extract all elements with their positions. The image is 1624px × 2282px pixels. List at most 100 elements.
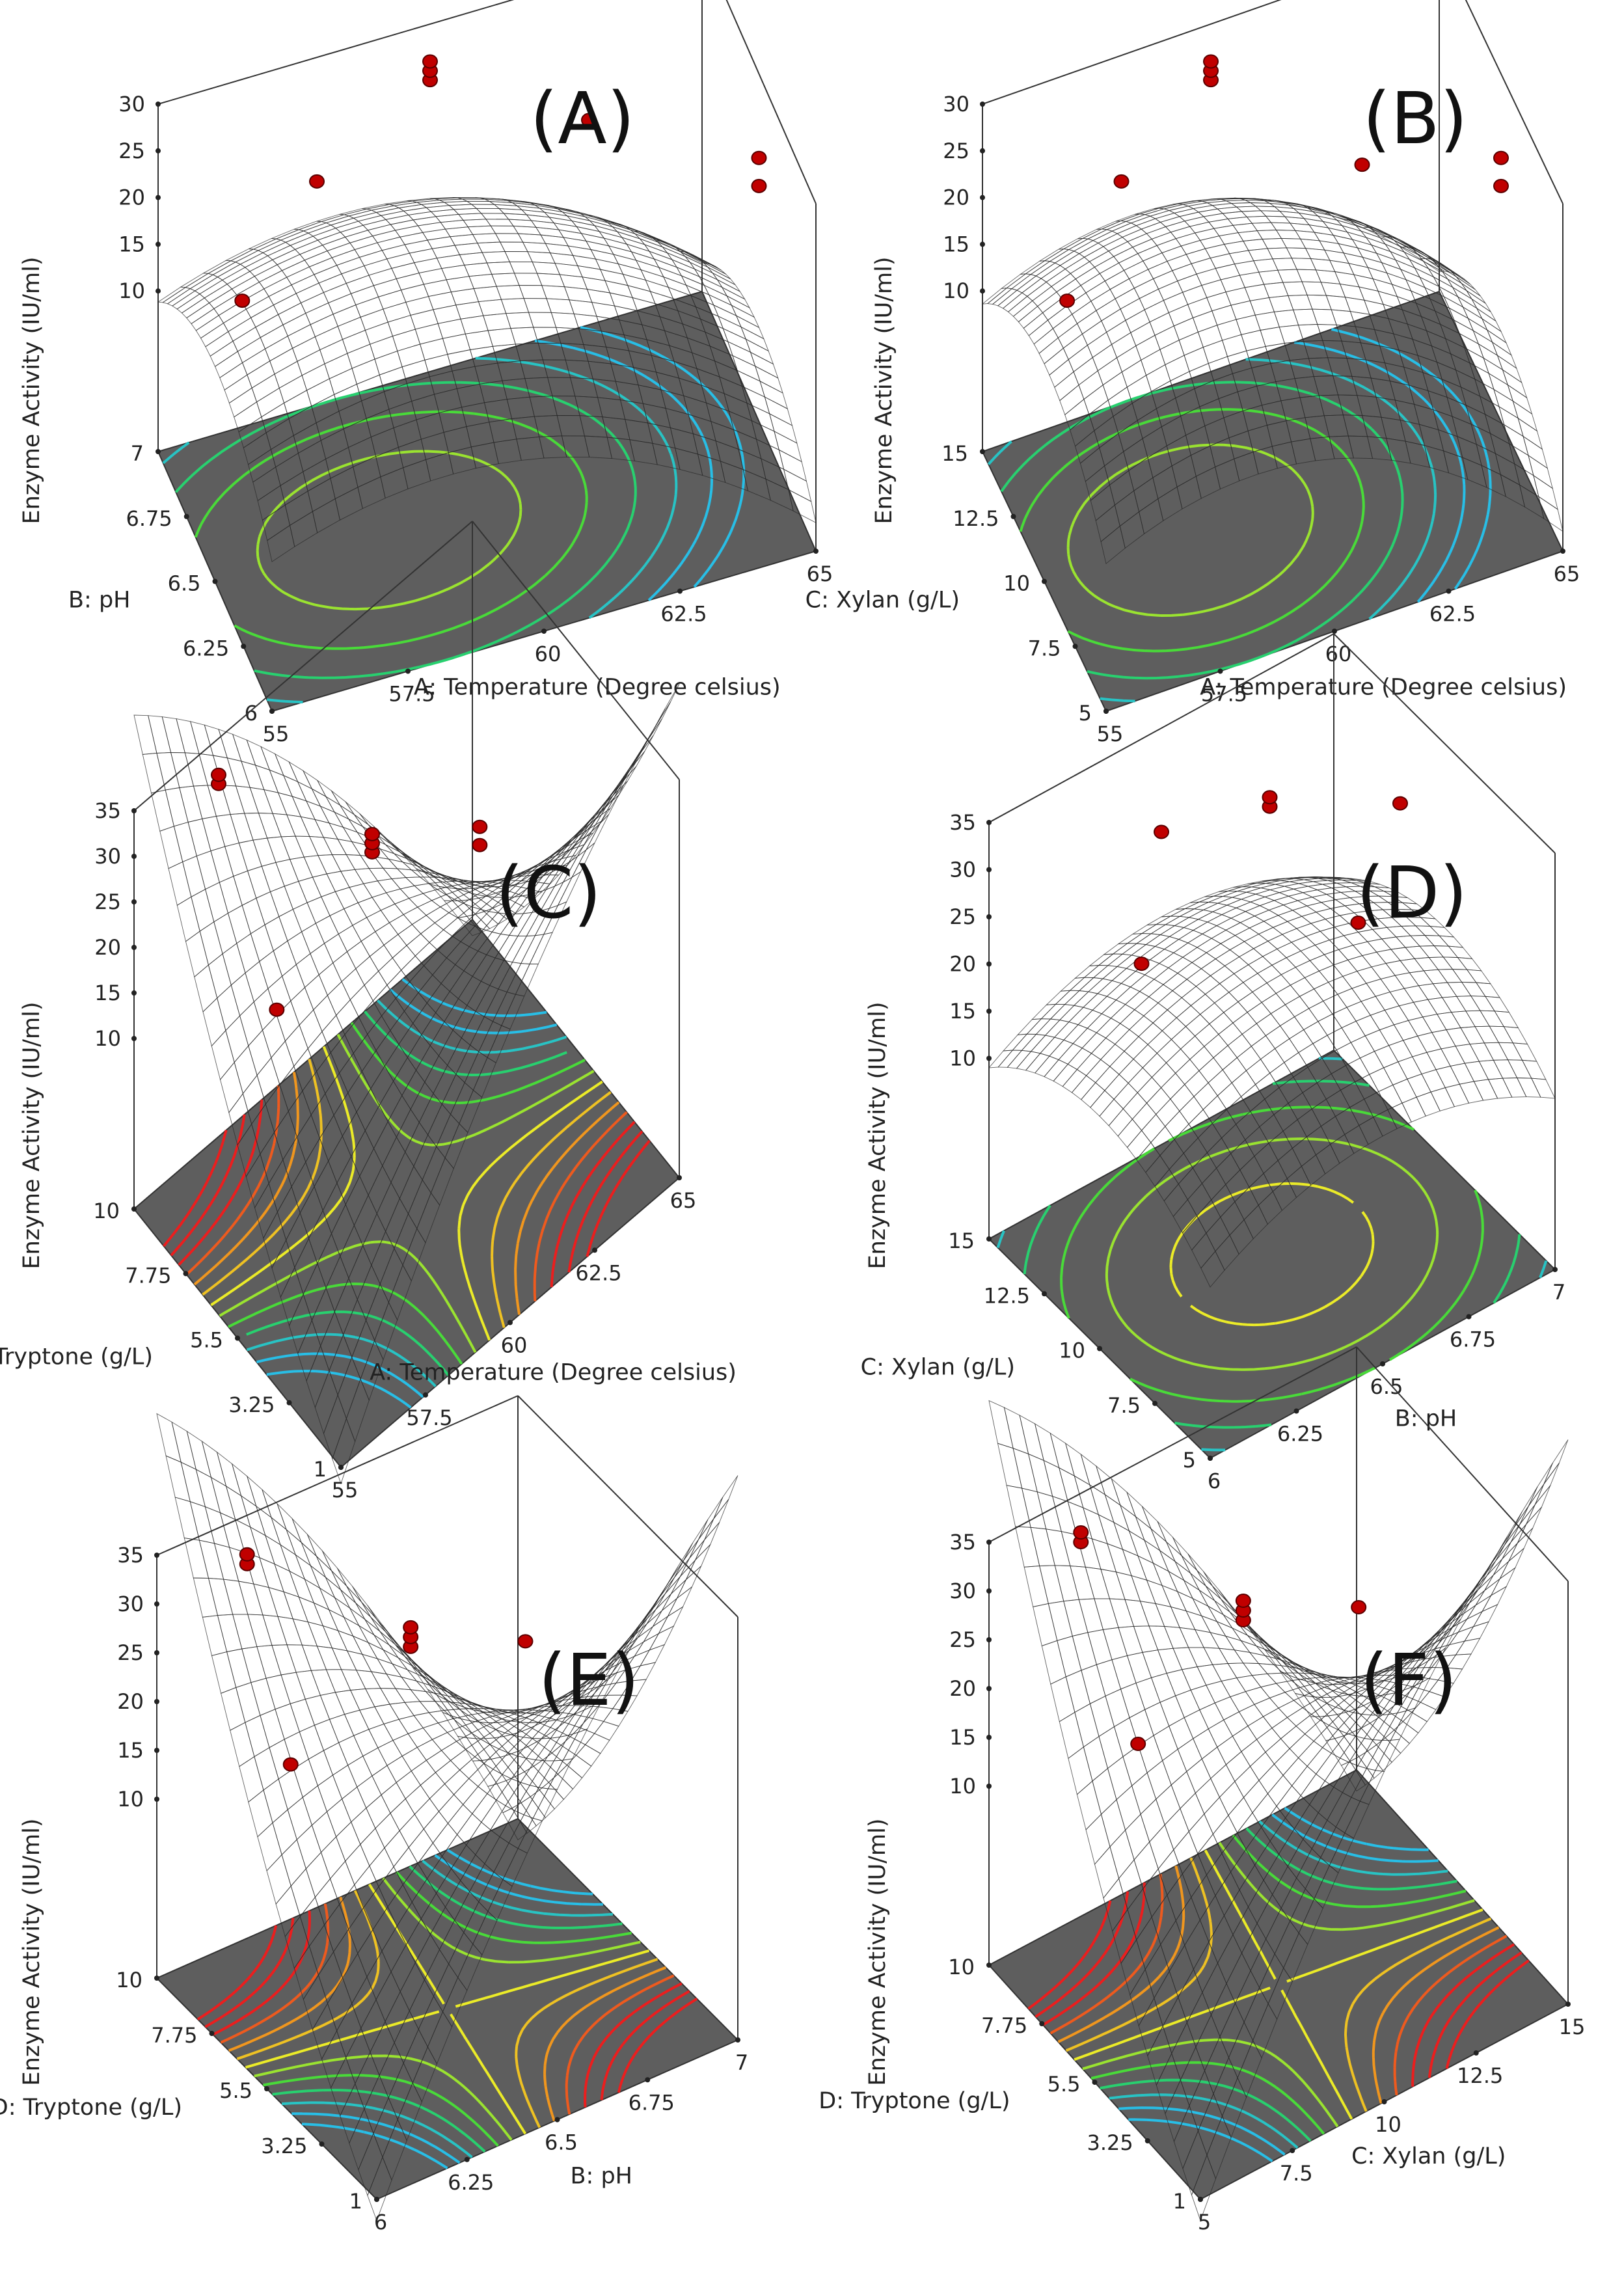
- surface-patch: [251, 374, 280, 403]
- surface-patch: [280, 1543, 306, 1580]
- surface-patch: [1187, 297, 1213, 318]
- contour-line: [1027, 1900, 1530, 2069]
- panel-label: (C): [496, 851, 602, 934]
- surface-patch: [1462, 306, 1488, 331]
- surface-patch: [399, 1813, 424, 1849]
- x-tick-mark: [1560, 549, 1565, 554]
- contour-line: [301, 1849, 593, 2169]
- surface-patch: [536, 273, 565, 288]
- surface-patch: [218, 729, 242, 762]
- contour-line: [212, 1910, 683, 2108]
- surface-patch: [305, 1851, 331, 1898]
- x-tick-mark: [1332, 629, 1337, 634]
- surface-patch: [1261, 993, 1286, 1014]
- surface-patch: [1306, 294, 1332, 310]
- surface-patch: [318, 962, 342, 996]
- surface-patch: [406, 933, 430, 957]
- surface-patch: [1210, 1632, 1236, 1651]
- surface-patch: [241, 1646, 267, 1683]
- surface-patch: [326, 1798, 352, 1838]
- surface-patch: [362, 204, 390, 210]
- x-tick-label: 6.25: [448, 2170, 494, 2195]
- surface-patch: [426, 1750, 452, 1773]
- surface-patch: [1419, 945, 1444, 958]
- surface-patch: [375, 1812, 400, 1849]
- surface-patch: [1104, 1493, 1130, 1532]
- x-tick-mark: [645, 2077, 651, 2083]
- surface-patch: [1262, 238, 1288, 249]
- surface-patch: [1247, 1716, 1273, 1740]
- surface-patch: [1375, 252, 1401, 270]
- surface-patch: [1122, 1745, 1148, 1787]
- surface-patch: [208, 1577, 234, 1616]
- surface-patch: [345, 801, 369, 825]
- surface-patch: [328, 1609, 354, 1637]
- z-tick-label: 20: [949, 1676, 976, 1701]
- surface-patch: [1214, 1696, 1240, 1720]
- surface-patch: [380, 1688, 405, 1705]
- y-tick-label: 15: [948, 1229, 975, 1253]
- surface-patch: [1100, 1799, 1126, 1848]
- surface-patch: [1105, 221, 1132, 232]
- surface-patch: [202, 997, 226, 1047]
- surface-patch: [1284, 883, 1308, 890]
- surface-patch: [1256, 230, 1282, 239]
- surface-patch: [1385, 1730, 1410, 1754]
- surface-patch: [1259, 900, 1284, 911]
- surface-patch: [366, 204, 395, 211]
- x-tick-mark: [1473, 2050, 1479, 2056]
- surface-patch: [1012, 300, 1038, 323]
- surface-patch: [1054, 371, 1079, 401]
- surface-patch: [1030, 1527, 1055, 1566]
- surface-patch: [295, 953, 319, 988]
- surface-patch: [390, 1798, 415, 1832]
- surface-patch: [1085, 1059, 1111, 1083]
- surface-patch: [383, 1718, 409, 1741]
- surface-patch: [1225, 922, 1251, 936]
- surface-patch: [1200, 1251, 1225, 1288]
- design-point: [211, 767, 226, 782]
- surface-patch: [475, 1738, 501, 1760]
- contour-line: [246, 1011, 567, 1376]
- surface-patch: [1033, 1603, 1058, 1646]
- surface-patch: [599, 269, 629, 286]
- surface-patch: [1442, 957, 1468, 970]
- panel-label: (E): [538, 1638, 639, 1722]
- surface-patch: [1028, 319, 1053, 345]
- surface-patch: [316, 213, 345, 222]
- y-tick-mark: [212, 578, 218, 584]
- surface-patch: [295, 835, 319, 858]
- surface-patch: [1156, 1098, 1180, 1127]
- surface-patch: [1269, 886, 1295, 893]
- surface-patch: [278, 908, 303, 942]
- surface-patch: [1220, 935, 1245, 951]
- surface-patch: [258, 813, 282, 839]
- surface-patch: [1405, 945, 1430, 959]
- surface-patch: [256, 1645, 282, 1679]
- z-tick-label: 15: [949, 999, 976, 1024]
- z-tick-mark: [986, 1009, 992, 1014]
- surface-patch: [440, 1741, 467, 1761]
- surface-patch: [1023, 1566, 1049, 1607]
- surface-patch: [1433, 945, 1459, 958]
- surface-patch: [392, 945, 416, 971]
- surface-patch: [1267, 247, 1293, 260]
- surface-patch: [352, 1586, 377, 1620]
- surface-patch: [271, 228, 299, 239]
- y-tick-label: 6.75: [126, 506, 172, 531]
- surface-patch: [1049, 249, 1075, 264]
- surface-patch: [295, 1554, 321, 1589]
- surface-patch: [272, 813, 296, 837]
- surface-patch: [368, 867, 392, 882]
- surface-patch: [414, 1798, 440, 1830]
- design-point: [1073, 1525, 1089, 1540]
- surface-patch: [159, 826, 183, 869]
- frame-edge: [157, 0, 515, 105]
- surface-patch: [1359, 1051, 1385, 1075]
- surface-patch: [1325, 295, 1351, 312]
- surface-patch: [368, 1723, 394, 1748]
- surface-patch: [392, 329, 421, 352]
- surface-patch: [1379, 237, 1405, 252]
